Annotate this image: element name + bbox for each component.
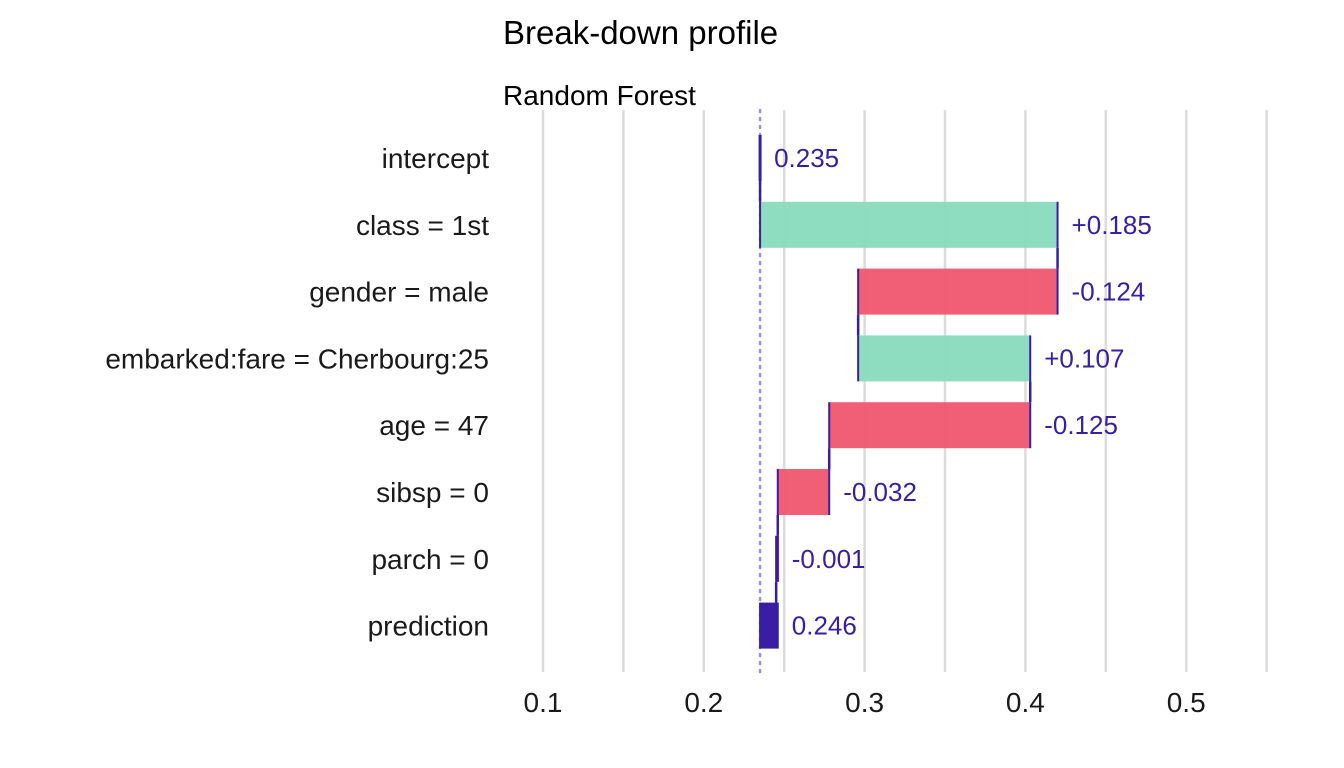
value-label: -0.124 (1072, 277, 1146, 307)
y-tick-label: gender = male (309, 277, 489, 308)
y-tick-label: age = 47 (379, 410, 489, 441)
x-tick-label: 0.3 (845, 687, 884, 718)
bars (758, 135, 1059, 649)
x-axis: 0.1 0.2 0.3 0.4 0.5 (524, 687, 1206, 718)
bar-class-1st (760, 201, 1058, 248)
bar-embarked-fare-cherbourg-25 (858, 335, 1031, 382)
bar-prediction (760, 602, 778, 649)
value-label: -0.032 (843, 477, 917, 507)
value-label: +0.107 (1044, 343, 1124, 373)
value-label: +0.185 (1072, 210, 1152, 240)
chart-title: Break-down profile (503, 14, 779, 51)
value-label: -0.001 (792, 544, 866, 574)
gridlines (541, 110, 1268, 672)
x-tick-label: 0.4 (1006, 687, 1045, 718)
y-tick-label: embarked:fare = Cherbourg:25 (105, 343, 489, 374)
y-tick-label: intercept (382, 143, 490, 174)
x-tick-label: 0.2 (684, 687, 723, 718)
x-tick-label: 0.1 (524, 687, 563, 718)
value-label: 0.246 (792, 611, 857, 641)
value-label: 0.235 (774, 143, 839, 173)
bar-gender-male (858, 268, 1058, 315)
y-tick-label: sibsp = 0 (376, 477, 489, 508)
value-label: -0.125 (1044, 410, 1118, 440)
y-axis: intercept class = 1st gender = male embarke… (105, 143, 489, 642)
y-tick-label: parch = 0 (371, 544, 489, 575)
bar-sibsp-0 (777, 469, 830, 515)
chart-subtitle: Random Forest (503, 80, 696, 111)
connectors (758, 181, 1059, 603)
x-tick-label: 0.5 (1167, 687, 1206, 718)
y-tick-label: prediction (368, 611, 489, 642)
value-labels: 0.235 +0.185 -0.124 +0.107 -0.125 -0.032 -0.00… (774, 143, 1152, 641)
y-tick-label: class = 1st (356, 210, 489, 241)
bar-age-47 (829, 402, 1031, 449)
